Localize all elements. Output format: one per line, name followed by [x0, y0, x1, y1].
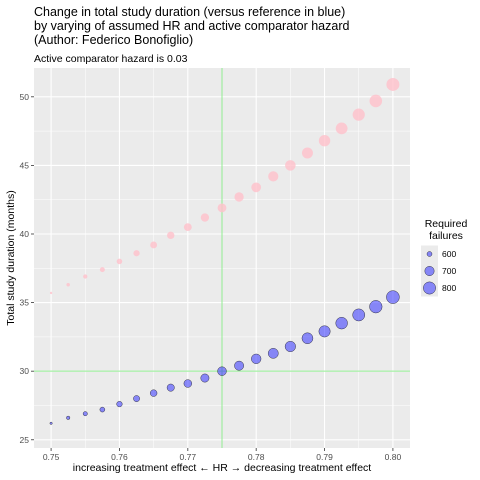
comparison-point	[83, 274, 88, 279]
reference-point	[335, 317, 348, 330]
x-tick-label: 0.80	[385, 452, 402, 462]
y-tick-label: 35	[20, 298, 30, 308]
y-tick-label: 25	[20, 435, 30, 445]
legend-label: 800	[442, 283, 456, 293]
x-axis-title: increasing treatment effect ← HR → decre…	[73, 462, 372, 474]
reference-point	[150, 389, 158, 397]
reference-point	[49, 421, 53, 425]
reference-point	[133, 395, 140, 402]
comparison-point	[318, 135, 331, 147]
reference-point	[301, 332, 314, 344]
reference-point	[369, 300, 383, 314]
reference-point	[268, 348, 279, 359]
comparison-point	[251, 182, 262, 193]
comparison-point	[335, 122, 348, 135]
comparison-point	[66, 283, 70, 287]
comparison-point	[133, 250, 140, 257]
reference-point	[99, 406, 106, 413]
x-tick-label: 0.76	[111, 452, 128, 462]
comparison-point	[234, 192, 244, 202]
data-points	[49, 77, 400, 425]
reference-point	[183, 379, 192, 388]
comparison-point	[150, 241, 158, 249]
comparison-point	[369, 94, 383, 108]
comparison-point	[268, 171, 279, 182]
comparison-point	[99, 267, 105, 273]
reference-point	[200, 373, 210, 383]
reference-point	[234, 360, 244, 371]
reference-point	[116, 401, 123, 408]
x-tick-label: 0.75	[43, 452, 60, 462]
y-tick-label: 30	[20, 366, 30, 376]
legend-size-marker	[424, 266, 435, 276]
reference-point	[66, 415, 71, 420]
comparison-point	[301, 147, 313, 159]
comparison-point	[49, 291, 53, 295]
legend-title-line-1: Required	[425, 218, 468, 230]
chart-title-line-1: Change in total study duration (versus r…	[34, 5, 346, 19]
x-tick-label: 0.78	[248, 452, 265, 462]
reference-point	[284, 341, 296, 352]
y-tick-label: 40	[20, 229, 30, 239]
axes: 0.75 0.76 0.77 0.78 0.79 0.80 25 30 35 40 45 50	[20, 92, 402, 462]
comparison-point	[167, 231, 175, 240]
legend-size-marker	[423, 281, 436, 295]
comparison-point	[183, 223, 192, 232]
legend-label: 700	[442, 266, 456, 276]
legend-size-marker	[426, 251, 433, 257]
y-axis-title: Total study duration (months)	[5, 190, 17, 325]
chart-title-line-3: (Author: Federico Bonofiglio)	[34, 33, 194, 47]
reference-point	[82, 411, 88, 417]
reference-point	[251, 353, 262, 364]
reference-point	[217, 366, 227, 376]
x-tick-label: 0.79	[316, 452, 333, 462]
comparison-point	[352, 108, 365, 121]
y-tick-label: 45	[20, 160, 30, 170]
comparison-point	[217, 203, 227, 213]
reference-point	[386, 290, 400, 304]
legend: Required failures 600 700 800	[421, 218, 467, 297]
legend-label: 600	[442, 249, 456, 259]
x-tick-label: 0.77	[180, 452, 197, 462]
y-tick-label: 50	[20, 92, 30, 102]
chart-title-line-2: by varying of assumed HR and active comp…	[34, 19, 350, 33]
comparison-point	[116, 258, 123, 265]
legend-title-line-2: failures	[429, 230, 463, 242]
reference-point	[318, 325, 331, 338]
comparison-point	[386, 77, 400, 91]
chart-subtitle: Active comparator hazard is 0.03	[34, 53, 188, 65]
comparison-point	[285, 160, 296, 171]
reference-point	[352, 308, 365, 322]
comparison-point	[200, 213, 210, 222]
reference-point	[166, 383, 175, 392]
